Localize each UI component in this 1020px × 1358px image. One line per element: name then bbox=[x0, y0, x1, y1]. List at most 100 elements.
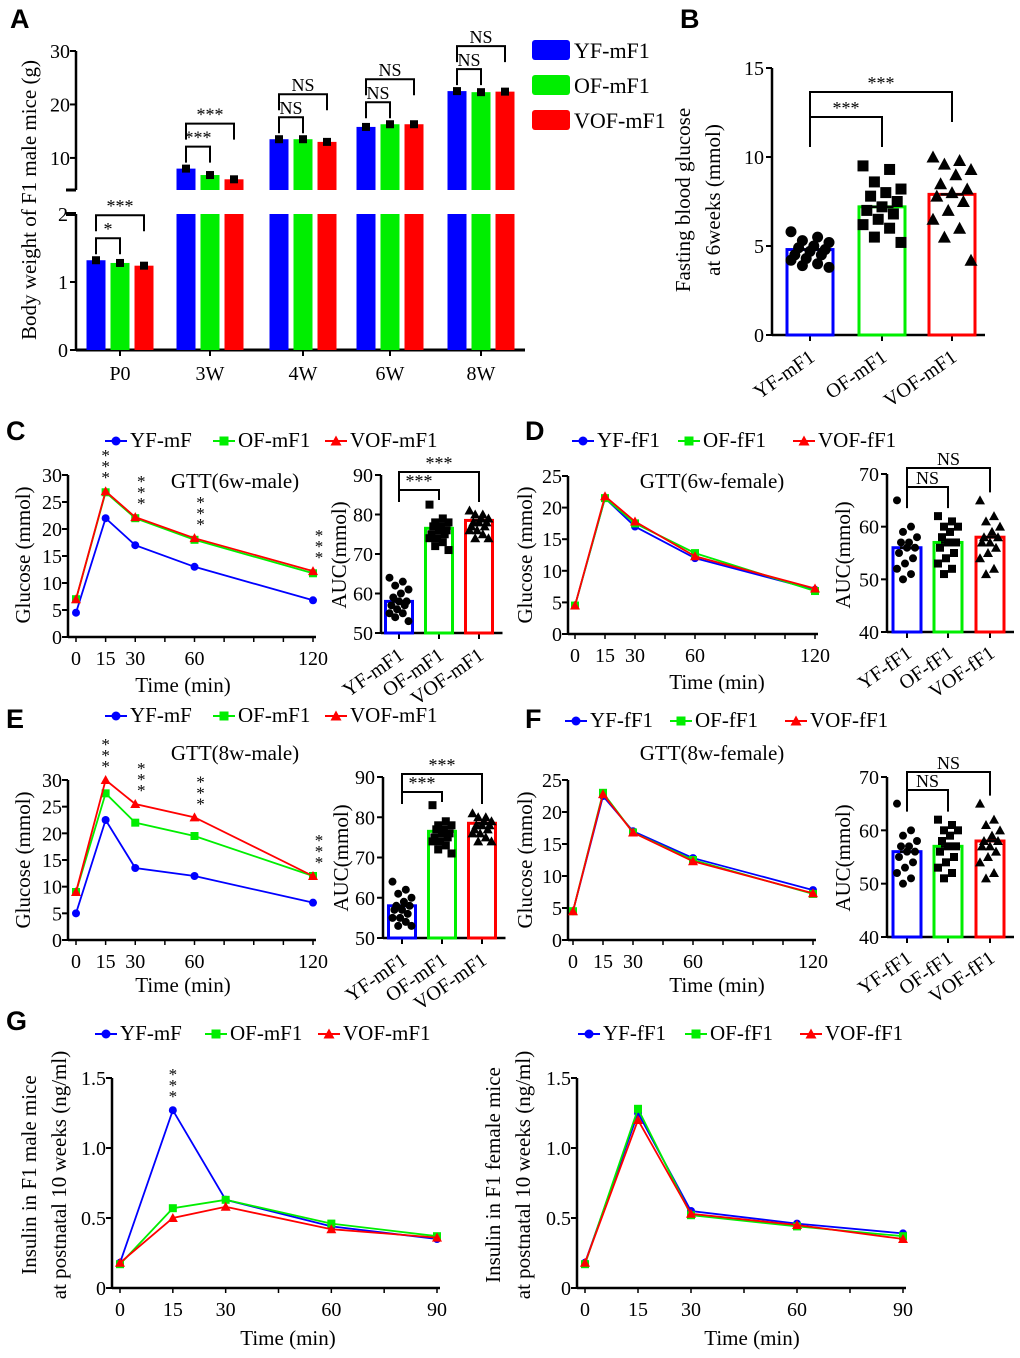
significance-bracket bbox=[185, 145, 211, 163]
data-point bbox=[438, 538, 447, 547]
data-point bbox=[956, 195, 970, 207]
significance-stars: * * * bbox=[137, 472, 146, 513]
data-point bbox=[464, 525, 475, 535]
significance-label: NS bbox=[366, 83, 389, 103]
x-tick-label: 120 bbox=[298, 648, 328, 670]
legend-label: YF-mF bbox=[130, 428, 192, 452]
y-tick-label: 40 bbox=[859, 927, 879, 949]
data-point bbox=[432, 825, 441, 834]
bar-of-mf1-upper bbox=[293, 139, 313, 190]
series-marker bbox=[101, 789, 110, 798]
data-point bbox=[934, 559, 942, 568]
y-tick-label: 5 bbox=[754, 236, 764, 258]
data-point bbox=[937, 230, 951, 243]
data-point bbox=[950, 853, 958, 861]
data-point bbox=[390, 905, 399, 914]
panel-label-b: B bbox=[680, 4, 700, 34]
data-point bbox=[447, 821, 456, 830]
series-marker bbox=[220, 1201, 231, 1211]
x-tick-label: 15 bbox=[595, 645, 615, 667]
legend-label: VOF-fF1 bbox=[818, 428, 896, 452]
data-point bbox=[868, 176, 880, 188]
data-point bbox=[391, 613, 400, 622]
y-tick-label: 10 bbox=[744, 147, 764, 169]
bar-yf-mf1 bbox=[176, 214, 196, 350]
y-tick-label: 0.5 bbox=[546, 1208, 571, 1230]
y-tick-label: 20 bbox=[542, 802, 562, 824]
bar-of-mf1 bbox=[471, 214, 491, 350]
data-point bbox=[946, 831, 954, 840]
legend-label: YF-mF bbox=[130, 703, 192, 727]
series-marker bbox=[690, 551, 700, 561]
y-tick-label: 30 bbox=[42, 770, 62, 792]
x-tick-label: 60 bbox=[185, 648, 205, 670]
legend-marker-square-icon bbox=[684, 436, 694, 446]
data-point bbox=[884, 163, 896, 175]
panel-label-a: A bbox=[10, 4, 30, 34]
legend-marker-square-icon bbox=[219, 436, 229, 446]
data-point bbox=[407, 893, 416, 902]
data-point bbox=[893, 869, 901, 877]
y-tick-label: 1 bbox=[58, 272, 68, 294]
significance-label: *** bbox=[833, 98, 860, 118]
significance-label: NS bbox=[937, 449, 960, 469]
data-point bbox=[433, 534, 442, 543]
series-marker bbox=[600, 491, 610, 501]
x-tick-label: 30 bbox=[216, 1299, 236, 1321]
x-axis-label: Time (min) bbox=[704, 1326, 799, 1350]
x-tick-label: 90 bbox=[893, 1299, 913, 1321]
data-point bbox=[404, 617, 413, 626]
x-tick-label: 60 bbox=[185, 951, 205, 973]
data-point bbox=[815, 249, 827, 261]
y-tick-label: 60 bbox=[355, 888, 375, 910]
x-tick-label: 30 bbox=[623, 951, 643, 973]
error-marker bbox=[501, 87, 509, 96]
y-axis-label: Fasting blood glucose bbox=[671, 108, 695, 292]
legend-label: YF-mF1 bbox=[574, 38, 650, 63]
data-point bbox=[950, 549, 958, 557]
y-tick-label: 5 bbox=[52, 600, 62, 622]
legend-label: YF-fF1 bbox=[603, 1021, 666, 1045]
error-marker bbox=[230, 175, 238, 184]
significance-stars: * * * bbox=[315, 831, 324, 872]
data-point bbox=[907, 522, 915, 531]
data-point bbox=[941, 203, 955, 216]
y-tick-label: 20 bbox=[50, 94, 70, 116]
series-marker bbox=[189, 533, 200, 543]
significance-bracket bbox=[809, 91, 953, 122]
legend-marker-circle-icon bbox=[578, 436, 588, 446]
data-point bbox=[399, 897, 408, 906]
y-tick-label: 1.5 bbox=[81, 1068, 106, 1090]
data-point bbox=[907, 570, 915, 579]
x-tick-label: 0 bbox=[71, 648, 81, 670]
significance-bracket bbox=[365, 101, 391, 119]
y-tick-label: 0.5 bbox=[81, 1208, 106, 1230]
y-tick-label: 0 bbox=[552, 930, 562, 952]
significance-bracket bbox=[185, 122, 235, 140]
data-point bbox=[913, 837, 921, 845]
significance-bracket bbox=[906, 467, 991, 493]
data-point bbox=[895, 236, 907, 248]
data-point bbox=[936, 847, 944, 856]
data-point bbox=[981, 873, 991, 883]
panel-label-e: E bbox=[6, 704, 24, 734]
data-point bbox=[897, 842, 905, 851]
series-marker bbox=[100, 486, 111, 496]
data-point bbox=[445, 829, 454, 838]
series-marker bbox=[131, 541, 140, 550]
data-point bbox=[953, 154, 967, 167]
data-point bbox=[907, 826, 915, 835]
series-marker bbox=[167, 1213, 178, 1222]
bar-of-mf1-upper bbox=[200, 175, 220, 190]
series-marker bbox=[190, 832, 199, 840]
significance-label: NS bbox=[279, 98, 302, 118]
y-tick-label: 0 bbox=[754, 325, 764, 347]
series-marker bbox=[898, 1234, 908, 1243]
significance-label: *** bbox=[409, 773, 436, 793]
bar-of-mf1-upper bbox=[471, 92, 491, 190]
data-point bbox=[872, 213, 884, 225]
chart-title: GTT(6w-male) bbox=[171, 469, 299, 493]
significance-label: NS bbox=[457, 50, 480, 70]
error-marker bbox=[116, 258, 124, 267]
y-tick-label: 10 bbox=[542, 866, 562, 888]
